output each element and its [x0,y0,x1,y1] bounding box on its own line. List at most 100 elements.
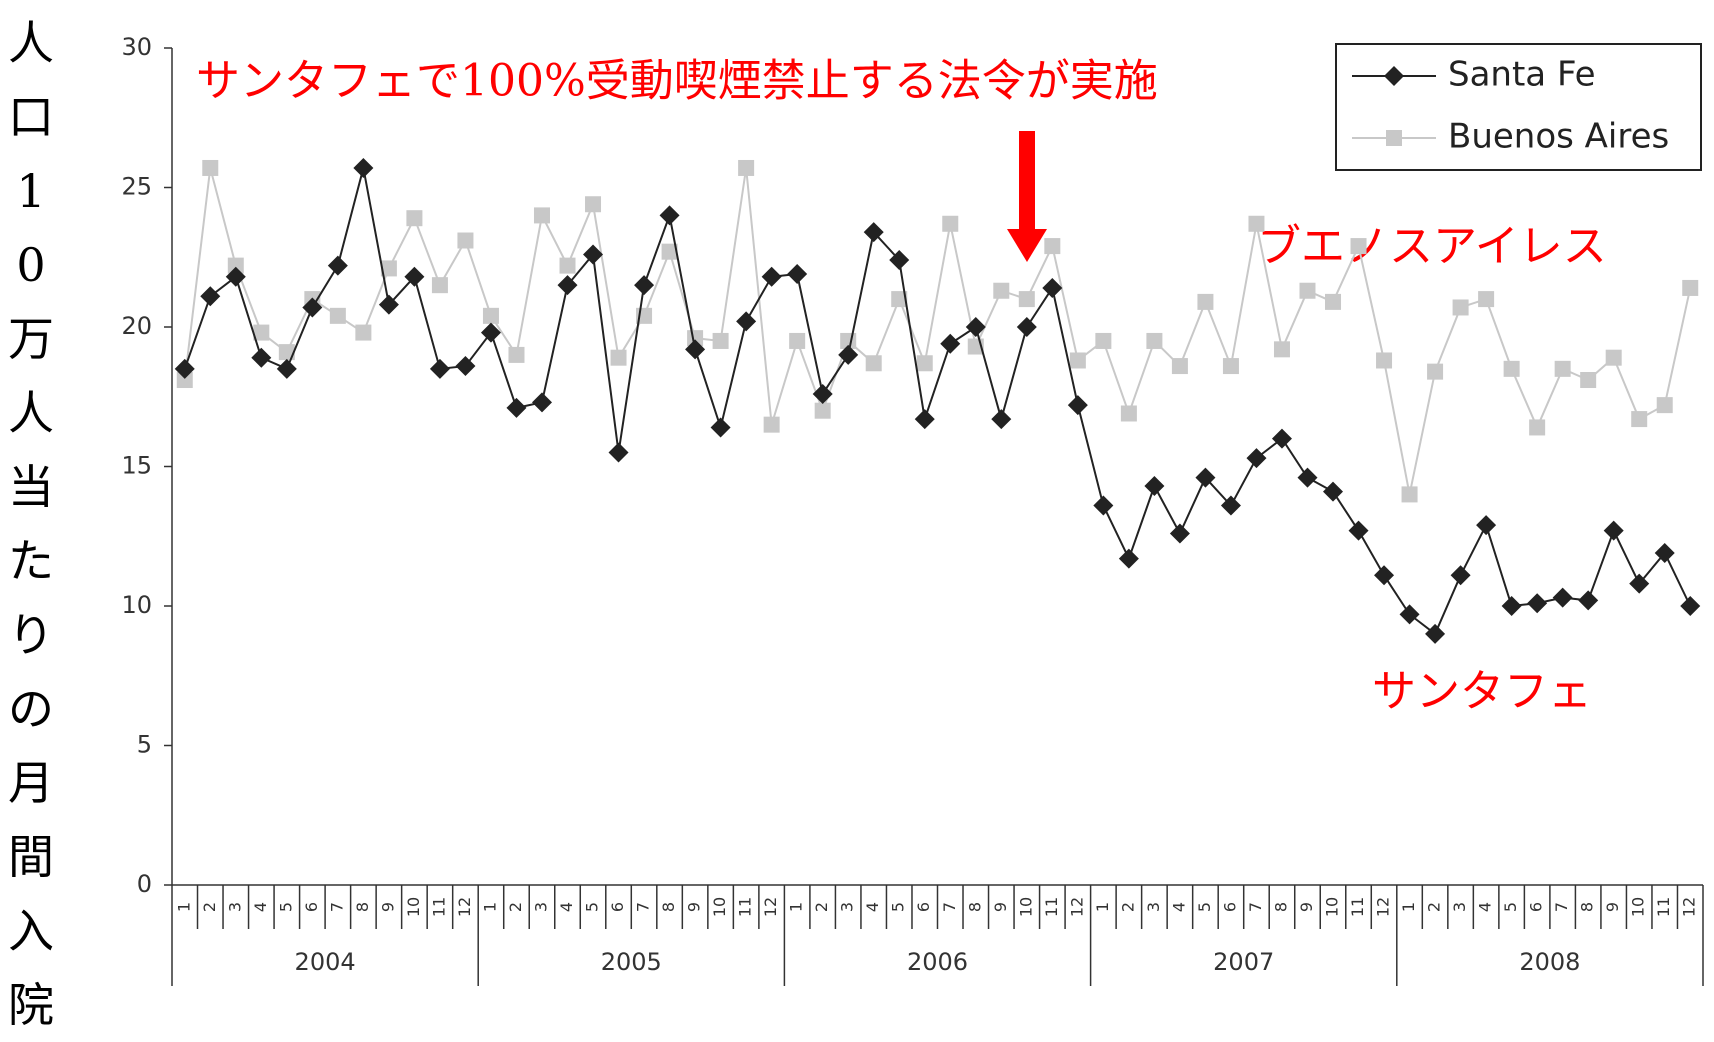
x-tick-label: 1 [480,902,499,912]
marker [227,257,244,274]
x-tick-label: 6 [1220,902,1239,912]
x-tick-label: 3 [531,902,550,912]
annotation-buenos-aires: ブエノスアイレス [1257,221,1607,272]
x-tick-label: 12 [761,897,780,917]
x-tick-label: 5 [889,902,908,912]
x-tick-label: 2 [200,902,219,912]
marker [1401,486,1418,503]
legend-label: Santa Fe [1448,55,1596,95]
marker [174,358,195,379]
y-tick-label: 15 [121,452,152,480]
marker [1478,291,1495,308]
marker [1248,215,1265,232]
marker [685,339,706,360]
annotation-arrow [1007,131,1047,262]
x-tick-label: 7 [634,902,653,912]
marker [1348,520,1369,541]
x-tick-label: 3 [225,902,244,912]
marker [914,409,935,430]
x-tick-label: 6 [914,902,933,912]
marker [787,263,808,284]
x-tick-label: 9 [378,902,397,912]
marker [1425,623,1446,644]
x-tick-label: 7 [940,902,959,912]
marker [661,243,678,260]
marker [1578,590,1599,611]
marker [1476,515,1497,536]
x-tick-label: 11 [1348,897,1367,917]
marker [1093,495,1114,516]
marker [634,275,655,296]
marker [482,307,499,324]
marker [1120,405,1137,422]
x-tick-label: 7 [327,902,346,912]
marker [455,356,476,377]
y-axis-label: 人口10万人当たりの月間入院 [8,16,54,1032]
marker [608,442,629,463]
marker [480,322,501,343]
page: {"chart_data": {"type": "line", "y_label… [8,16,1704,1032]
series-line [183,167,1692,636]
marker [789,332,806,349]
marker [404,266,425,287]
x-tick-label: 9 [1297,902,1316,912]
marker [1323,481,1344,502]
marker [1503,360,1520,377]
marker [1629,573,1650,594]
marker [863,222,884,243]
marker [1682,279,1699,296]
x-tick-label: 12 [1067,897,1086,917]
marker [1118,548,1139,569]
x-tick-label: 5 [1501,902,1520,912]
year-label: 2004 [295,948,356,976]
marker [1195,467,1216,488]
marker [965,317,986,337]
marker [251,347,272,368]
x-tick-label: 2 [1118,902,1137,912]
x-tick-label: 4 [251,902,270,912]
x-tick-label: 11 [429,897,448,917]
year-label: 2005 [601,948,662,976]
marker [1220,495,1241,516]
marker [1527,593,1548,614]
marker [1297,467,1318,488]
marker [1427,363,1444,380]
marker [1605,349,1622,366]
marker [457,232,474,249]
marker [559,257,576,274]
x-tick-label: 5 [1195,902,1214,912]
x-tick-label: 6 [1527,902,1546,912]
marker [355,324,372,341]
marker [1399,604,1420,625]
x-tick-label: 6 [302,902,321,912]
x-tick-label: 10 [1016,897,1035,917]
x-tick-label: 8 [965,902,984,912]
x-tick-label: 8 [1271,902,1290,912]
y-tick-label: 0 [137,870,152,898]
legend-label: Buenos Aires [1448,117,1669,157]
marker [710,417,731,438]
marker [814,402,831,419]
y-tick-label: 10 [121,591,152,619]
marker [1299,282,1316,299]
marker [327,255,348,276]
marker [1171,358,1188,375]
year-label: 2008 [1519,948,1580,976]
x-tick-label: 7 [1246,902,1265,912]
y-tick-label: 5 [137,731,152,759]
x-tick-label: 5 [583,902,602,912]
marker [533,207,550,224]
legend-box [1335,43,1702,171]
marker [763,416,780,433]
marker [429,358,450,379]
arrow-shaft [1019,131,1035,229]
marker [1169,523,1190,544]
marker [1095,332,1112,349]
marker [991,409,1012,430]
marker [1018,291,1035,308]
marker [176,372,193,389]
marker [1450,565,1471,586]
marker [1246,448,1267,469]
marker [431,277,448,294]
marker [865,355,882,372]
